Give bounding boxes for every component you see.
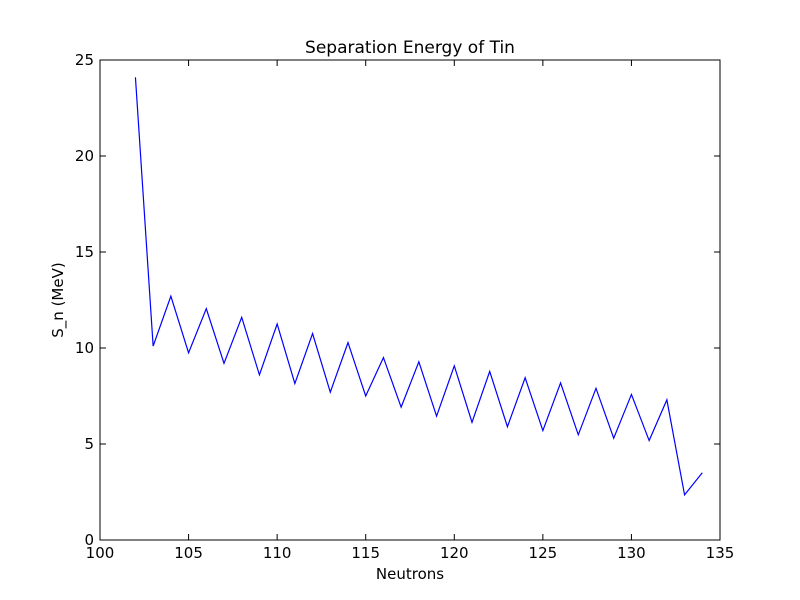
- y-tick-label: 20: [75, 147, 94, 165]
- y-axis-label: S_n (MeV): [49, 262, 68, 337]
- plot-background: [100, 60, 720, 540]
- y-tick-label: 10: [75, 339, 94, 357]
- plot-frame: [99, 59, 721, 541]
- x-tick-label: 125: [529, 544, 558, 562]
- x-tick-label: 110: [263, 544, 292, 562]
- y-tick-label: 5: [84, 435, 94, 453]
- x-tick-label: 115: [351, 544, 380, 562]
- series-line: [134, 77, 703, 497]
- chart-title: Separation Energy of Tin: [305, 38, 515, 58]
- y-tick-label: 25: [75, 51, 94, 69]
- x-tick-label: 100: [86, 544, 115, 562]
- y-tick-label: 0: [84, 531, 94, 549]
- x-axis-label: Neutrons: [376, 565, 444, 583]
- x-tick-label: 130: [617, 544, 646, 562]
- y-tick-label: 15: [75, 243, 94, 261]
- x-tick-label: 105: [174, 544, 203, 562]
- series-layer: [134, 77, 703, 497]
- x-tick-label: 135: [706, 544, 735, 562]
- x-tick-label: 120: [440, 544, 469, 562]
- ticks-layer: 100 105 110 115 120 125 130 135 0 5 10 15 20 25: [75, 51, 734, 562]
